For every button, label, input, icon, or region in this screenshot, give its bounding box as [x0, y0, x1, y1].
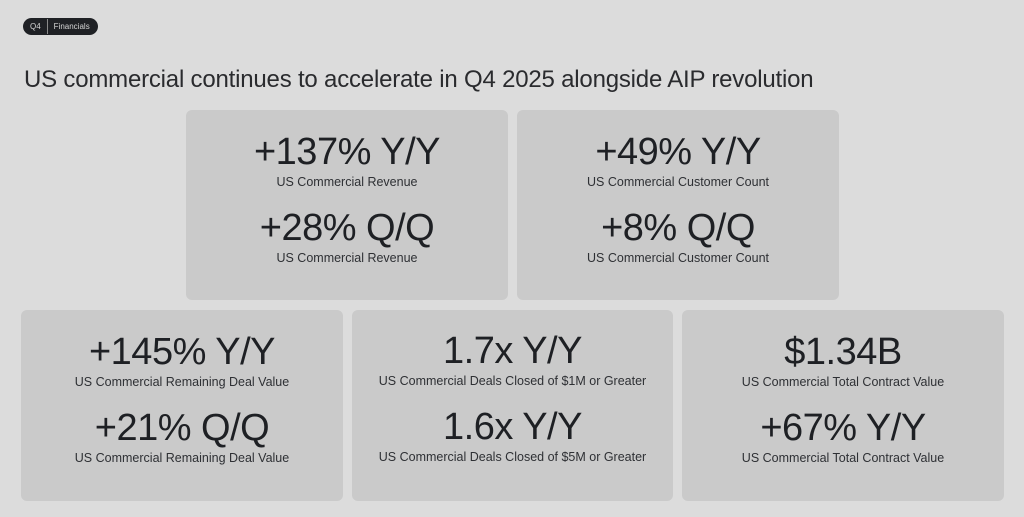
page-title: US commercial continues to accelerate in…	[24, 66, 814, 93]
metric-label: US Commercial Deals Closed of $1M or Gre…	[378, 374, 647, 388]
metric: +145% Y/Y US Commercial Remaining Deal V…	[75, 332, 289, 390]
metric-label: US Commercial Revenue	[276, 175, 418, 189]
metric: +8% Q/Q US Commercial Customer Count	[587, 208, 769, 266]
metric-label: US Commercial Total Contract Value	[741, 451, 945, 465]
metric-card-deals-closed: 1.7x Y/Y US Commercial Deals Closed of $…	[352, 310, 673, 501]
metric-value: +137% Y/Y	[253, 131, 441, 173]
metric-value: 1.6x Y/Y	[443, 406, 582, 448]
metric: +49% Y/Y US Commercial Customer Count	[587, 132, 769, 190]
metric-label: US Commercial Total Contract Value	[741, 375, 945, 389]
metric-card-customer-count: +49% Y/Y US Commercial Customer Count +8…	[517, 110, 839, 300]
metric-label: US Commercial Remaining Deal Value	[74, 451, 290, 465]
metric-label: US Commercial Customer Count	[587, 251, 769, 265]
metric-value: $1.34B	[784, 331, 902, 373]
metric-value: +67% Y/Y	[760, 407, 926, 449]
metric-card-revenue: +137% Y/Y US Commercial Revenue +28% Q/Q…	[186, 110, 508, 300]
metric: +21% Q/Q US Commercial Remaining Deal Va…	[75, 408, 289, 466]
metric-value: +8% Q/Q	[601, 207, 755, 249]
metric: +28% Q/Q US Commercial Revenue	[259, 207, 435, 266]
metric: +137% Y/Y US Commercial Revenue	[253, 131, 441, 190]
metric-value: +28% Q/Q	[259, 207, 435, 249]
metric-value: +49% Y/Y	[595, 131, 761, 173]
metric-label: US Commercial Deals Closed of $5M or Gre…	[378, 450, 647, 464]
metric-value: +21% Q/Q	[94, 407, 270, 449]
metric-label: US Commercial Customer Count	[587, 175, 769, 189]
metric-card-total-contract-value: $1.34B US Commercial Total Contract Valu…	[682, 310, 1004, 501]
metric-value: +145% Y/Y	[88, 331, 276, 373]
section-tag: Q4 Financials	[23, 18, 98, 35]
metric: +67% Y/Y US Commercial Total Contract Va…	[742, 408, 944, 466]
tag-section: Financials	[53, 22, 90, 31]
metric: $1.34B US Commercial Total Contract Valu…	[742, 332, 944, 390]
metric: 1.7x Y/Y US Commercial Deals Closed of $…	[379, 331, 646, 389]
metric-value: 1.7x Y/Y	[443, 330, 582, 372]
metric-label: US Commercial Revenue	[276, 251, 418, 265]
metric-card-remaining-deal-value: +145% Y/Y US Commercial Remaining Deal V…	[21, 310, 343, 501]
metric-label: US Commercial Remaining Deal Value	[74, 375, 290, 389]
tag-quarter: Q4	[30, 22, 41, 31]
tag-divider	[46, 19, 48, 34]
metric: 1.6x Y/Y US Commercial Deals Closed of $…	[379, 407, 646, 465]
